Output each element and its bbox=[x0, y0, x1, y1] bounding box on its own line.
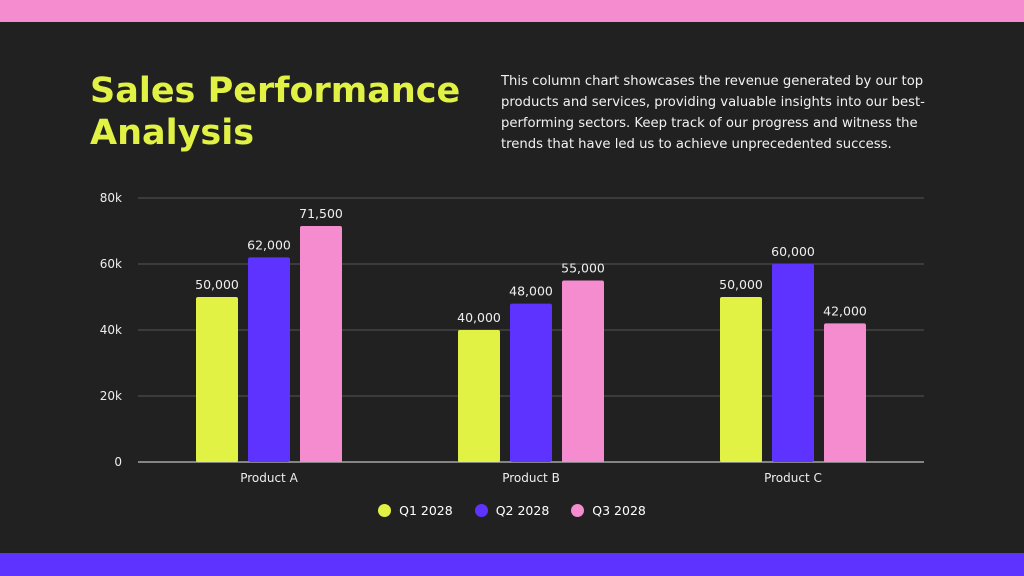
legend-dot-icon bbox=[571, 504, 585, 517]
y-tick-label: 80k bbox=[100, 191, 122, 205]
legend-item: Q1 2028 bbox=[378, 503, 453, 518]
data-label: 60,000 bbox=[771, 244, 815, 259]
data-label: 71,500 bbox=[299, 206, 343, 221]
data-label: 48,000 bbox=[509, 284, 553, 299]
y-tick-label: 40k bbox=[100, 323, 122, 337]
legend-label: Q1 2028 bbox=[399, 503, 453, 518]
bar-q3-2028 bbox=[562, 280, 604, 462]
legend-label: Q3 2028 bbox=[592, 503, 646, 518]
legend-item: Q2 2028 bbox=[474, 503, 550, 518]
chart-description: This column chart showcases the revenue … bbox=[501, 74, 925, 152]
page-title: Sales Performance Analysis bbox=[90, 71, 461, 153]
legend-dot-icon bbox=[378, 504, 392, 517]
data-label: 50,000 bbox=[195, 277, 239, 292]
y-tick-label: 0 bbox=[114, 455, 122, 469]
data-label: 55,000 bbox=[561, 261, 605, 276]
bar-q3-2028 bbox=[824, 323, 866, 462]
data-label: 42,000 bbox=[823, 303, 867, 318]
y-tick-label: 60k bbox=[100, 257, 122, 271]
data-label: 40,000 bbox=[457, 310, 501, 325]
bar-q2-2028 bbox=[772, 264, 814, 462]
y-tick-label: 20k bbox=[100, 389, 122, 403]
legend-label: Q2 2028 bbox=[495, 503, 550, 518]
top-band bbox=[0, 0, 1024, 22]
bar-q3-2028 bbox=[300, 226, 342, 462]
bar-q1-2028 bbox=[720, 297, 762, 462]
bar-q2-2028 bbox=[248, 257, 290, 462]
x-tick-label: Product A bbox=[240, 471, 298, 485]
bar-q2-2028 bbox=[510, 303, 552, 462]
bar-q1-2028 bbox=[196, 297, 238, 462]
bar-q1-2028 bbox=[458, 330, 500, 462]
data-label: 62,000 bbox=[247, 237, 291, 252]
x-tick-label: Product B bbox=[502, 471, 560, 485]
bottom-band bbox=[0, 553, 1024, 576]
legend-dot-icon bbox=[474, 504, 488, 517]
data-label: 50,000 bbox=[719, 277, 763, 292]
chart-legend: Q1 2028 Q2 2028 Q3 2028 bbox=[0, 503, 1024, 518]
x-tick-label: Product C bbox=[764, 471, 822, 485]
legend-item: Q3 2028 bbox=[571, 503, 646, 518]
